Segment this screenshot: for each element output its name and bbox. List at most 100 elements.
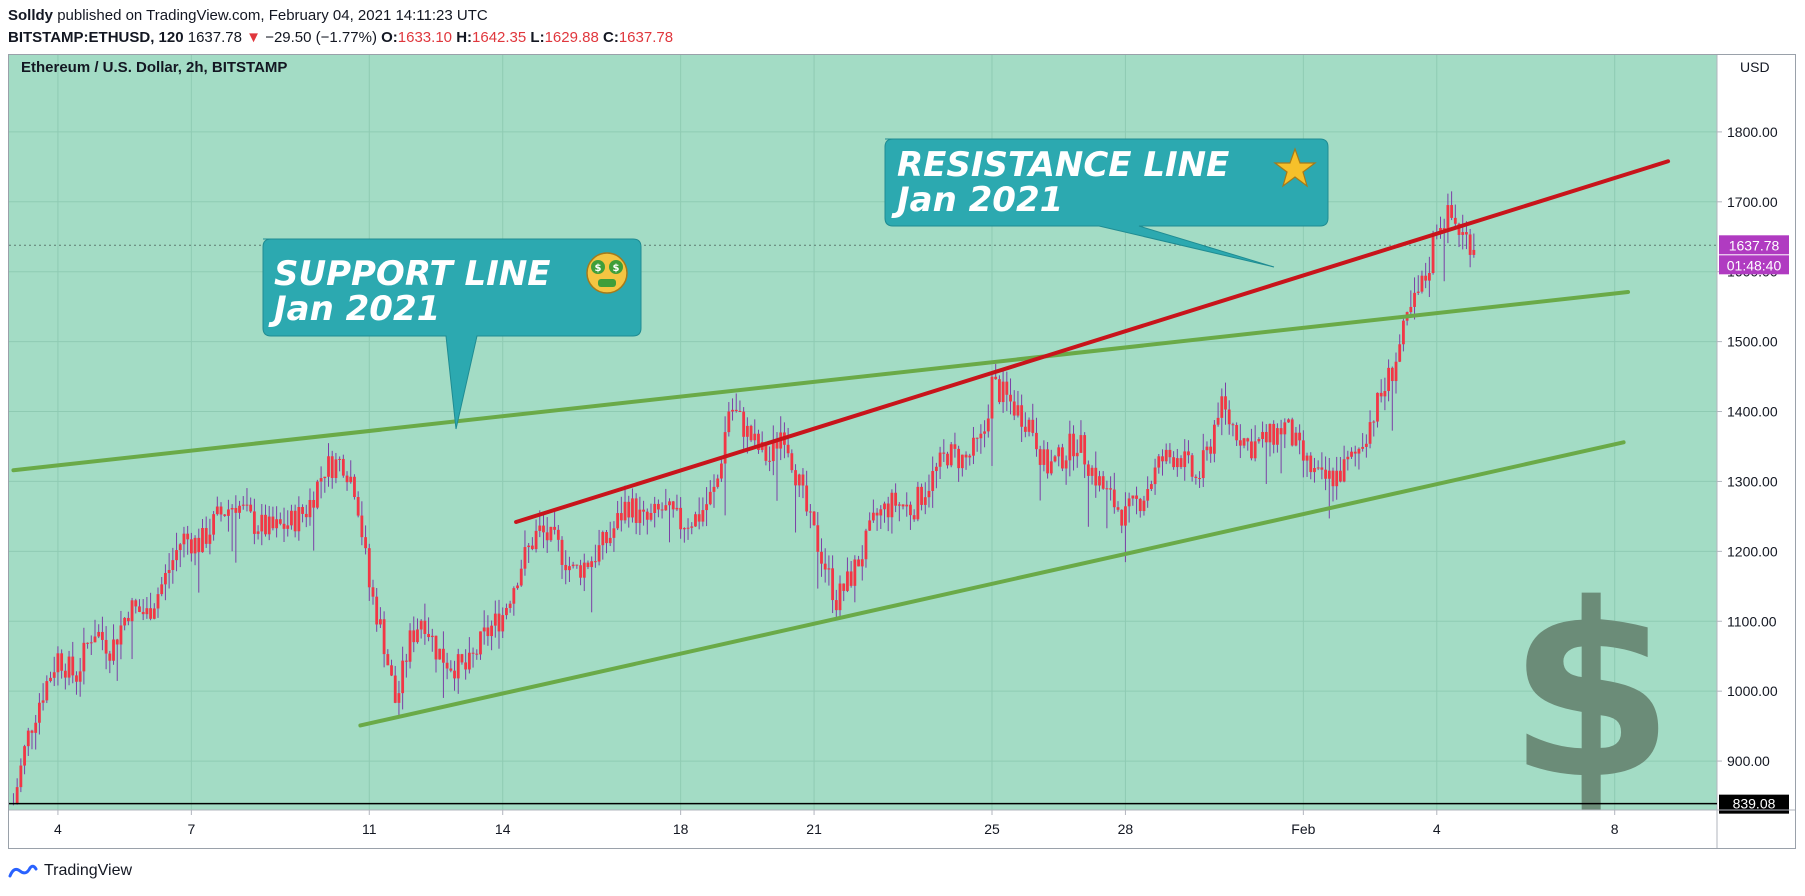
ohlc-row: BITSTAMP:ETHUSD, 120 1637.78 ▼ −29.50 (−… xyxy=(8,28,673,48)
candle-body xyxy=(1068,433,1072,461)
support-callout[interactable]: SUPPORT LINE Jan 2021 $ $ xyxy=(262,238,642,430)
candle-body xyxy=(1327,470,1331,479)
candle-body xyxy=(286,525,290,529)
candle-body xyxy=(786,444,790,454)
candle-body xyxy=(379,619,382,625)
candle-body xyxy=(1357,448,1361,454)
high-value: 1642.35 xyxy=(472,29,527,46)
candle-body xyxy=(75,675,78,682)
candle-body xyxy=(1035,432,1038,450)
candle-body xyxy=(1324,469,1327,479)
candle-body xyxy=(820,551,823,564)
candle-body xyxy=(238,505,241,513)
candle-body xyxy=(19,765,23,788)
candle-body xyxy=(1153,467,1157,485)
candle-body xyxy=(775,440,779,449)
brand-name[interactable]: TradingView xyxy=(44,862,133,879)
trendlines[interactable] xyxy=(11,159,1671,728)
candle-body xyxy=(1138,498,1142,512)
candle-body xyxy=(1016,405,1020,416)
candle-body xyxy=(97,631,101,637)
candle-body xyxy=(656,503,660,510)
candle-body xyxy=(345,475,349,483)
candle-body xyxy=(705,504,708,511)
candle-body xyxy=(545,532,549,541)
candle-body xyxy=(471,652,475,654)
candle-body xyxy=(768,460,771,462)
candle-body xyxy=(1209,446,1213,454)
candle-body xyxy=(189,539,193,554)
candle-body xyxy=(453,670,456,679)
price-axis[interactable]: 900.00 1000.00 1100.00 1200.00 1300.00 1400.0… xyxy=(1717,124,1778,769)
candle-body xyxy=(660,509,664,511)
y-tick-label: 1500.00 xyxy=(1727,334,1778,350)
money-mouth-face-icon: $ $ xyxy=(586,252,628,294)
candle-body xyxy=(1253,441,1257,459)
x-tick-label: 11 xyxy=(362,821,377,837)
candle-body xyxy=(52,672,56,678)
last-price: 1637.78 xyxy=(187,29,242,46)
candle-body xyxy=(304,513,308,518)
candle-body xyxy=(964,454,968,458)
y-tick-label: 1700.00 xyxy=(1727,194,1778,210)
candle-body xyxy=(605,532,608,544)
candle-body xyxy=(141,611,145,615)
candle-body xyxy=(1316,467,1320,469)
candle-body xyxy=(1061,447,1064,469)
chart-frame[interactable]: $ SUPPORT LINE Jan 2021 $ $ RESISTANCE L… xyxy=(8,54,1796,849)
candle-body xyxy=(686,527,690,529)
x-tick-label: Feb xyxy=(1291,821,1315,837)
chart-canvas[interactable]: $ SUPPORT LINE Jan 2021 $ $ RESISTANCE L… xyxy=(9,55,1796,849)
candle-body xyxy=(234,507,238,513)
resistance-callout[interactable]: RESISTANCE LINE Jan 2021 xyxy=(884,138,1329,268)
candle-body xyxy=(1309,455,1313,473)
candle-body xyxy=(960,454,964,469)
candle-body xyxy=(245,504,249,506)
candle-body xyxy=(534,530,538,550)
candle-body xyxy=(115,639,119,645)
candle-body xyxy=(946,453,949,466)
candle-body xyxy=(1450,205,1454,218)
candle-body xyxy=(742,411,746,437)
candle-body xyxy=(998,379,1001,403)
y-tick-label: 1400.00 xyxy=(1727,404,1778,420)
candle-body xyxy=(942,452,946,454)
symbol-label: BITSTAMP:ETHUSD, 120 xyxy=(8,29,184,46)
candle-body xyxy=(312,499,316,508)
support-trendline[interactable] xyxy=(358,440,1626,728)
candle-body xyxy=(227,509,230,516)
candle-body xyxy=(556,529,560,540)
author-name[interactable]: Solldy xyxy=(8,7,54,24)
candle-body xyxy=(1042,449,1046,465)
low-value: 1629.88 xyxy=(544,29,599,46)
resistance-trendline[interactable] xyxy=(514,159,1671,524)
candle-body xyxy=(634,498,638,523)
x-tick-label: 28 xyxy=(1118,821,1134,837)
candle-body xyxy=(356,497,360,516)
resistance-callout-line2: Jan 2021 xyxy=(891,180,1063,220)
currency-label[interactable]: USD xyxy=(1740,59,1770,75)
candle-body xyxy=(934,466,938,472)
candle-body xyxy=(1086,464,1090,476)
candle-body xyxy=(152,608,156,619)
candle-body xyxy=(219,506,223,515)
candle-body xyxy=(712,486,716,492)
support-trendline[interactable] xyxy=(11,289,1631,473)
candle-body xyxy=(1190,455,1194,477)
candle-body xyxy=(1272,423,1276,445)
candle-body xyxy=(716,478,720,487)
svg-text:$: $ xyxy=(613,263,620,274)
candle-body xyxy=(249,504,253,512)
candle-body xyxy=(1390,367,1394,382)
candle-body xyxy=(241,504,245,506)
candle-body xyxy=(1238,440,1242,446)
candle-body xyxy=(230,507,234,510)
candle-body xyxy=(1049,461,1053,474)
candle-body xyxy=(953,444,957,449)
time-axis[interactable]: 4 7 11 14 18 21 25 28 Feb 4 8 xyxy=(54,810,1619,837)
candle-body xyxy=(134,600,138,607)
candle-body xyxy=(308,499,312,518)
candle-body xyxy=(1346,456,1350,460)
price-change: −29.50 (−1.77%) xyxy=(265,29,377,46)
y-tick-label: 1100.00 xyxy=(1727,613,1777,629)
